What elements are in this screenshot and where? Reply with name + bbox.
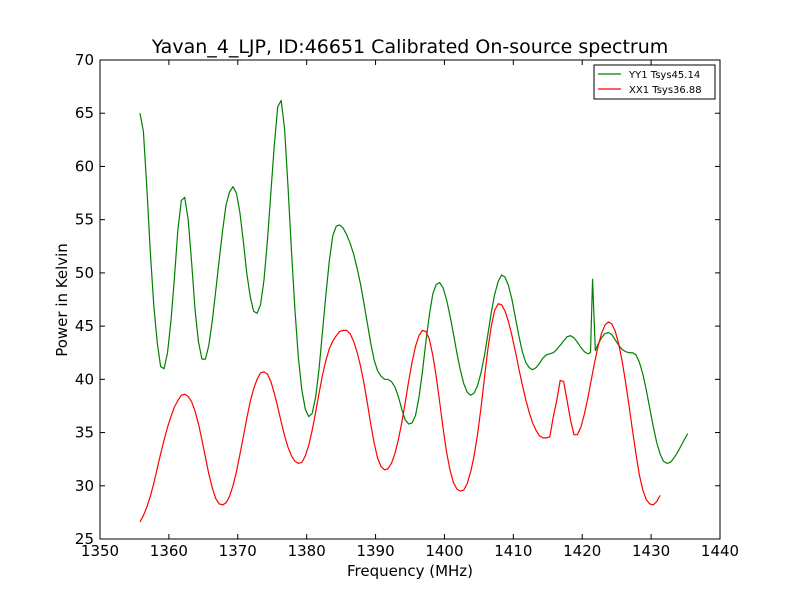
x-axis-label: Frequency (MHz) (347, 562, 473, 580)
x-tick-label: 1420 (563, 542, 601, 560)
plot-area (100, 60, 720, 539)
x-tick-label: 1410 (494, 542, 532, 560)
ticks-layer: 1350 1360 1370 1380 1390 1400 1410 1420 1430 1440… (75, 51, 739, 560)
x-tick-label: 1430 (632, 542, 670, 560)
y-axis-label: Power in Kelvin (53, 243, 71, 357)
y-tick-label: 25 (75, 530, 94, 548)
y-tick-label: 45 (75, 317, 94, 335)
chart-title: Yavan_4_LJP, ID:46651 Calibrated On-sour… (151, 36, 669, 58)
y-tick-label: 70 (75, 51, 94, 69)
x-tick-label: 1400 (425, 542, 463, 560)
series-line-yy1 (139, 99, 689, 465)
x-tick-label: 1350 (81, 542, 119, 560)
legend-label-xx1: XX1 Tsys36.88 (629, 85, 702, 96)
y-tick-label: 30 (75, 477, 94, 495)
legend-label-yy1: YY1 Tsys45.14 (628, 70, 700, 81)
series-line-xx1 (139, 303, 661, 523)
legend: YY1 Tsys45.14 XX1 Tsys36.88 (593, 64, 716, 100)
y-tick-label: 55 (75, 211, 94, 229)
x-tick-label: 1370 (219, 542, 257, 560)
x-tick-label: 1440 (701, 542, 739, 560)
legend-box (593, 64, 716, 100)
plot-frame (99, 59, 721, 540)
y-tick-label: 40 (75, 370, 94, 388)
x-tick-label: 1390 (356, 542, 394, 560)
y-tick-label: 35 (75, 424, 94, 442)
y-tick-label: 65 (75, 104, 94, 122)
series-layer (139, 99, 689, 523)
y-tick-label: 60 (75, 157, 94, 175)
x-tick-label: 1380 (288, 542, 326, 560)
x-tick-label: 1360 (150, 542, 188, 560)
y-tick-label: 50 (75, 264, 94, 282)
